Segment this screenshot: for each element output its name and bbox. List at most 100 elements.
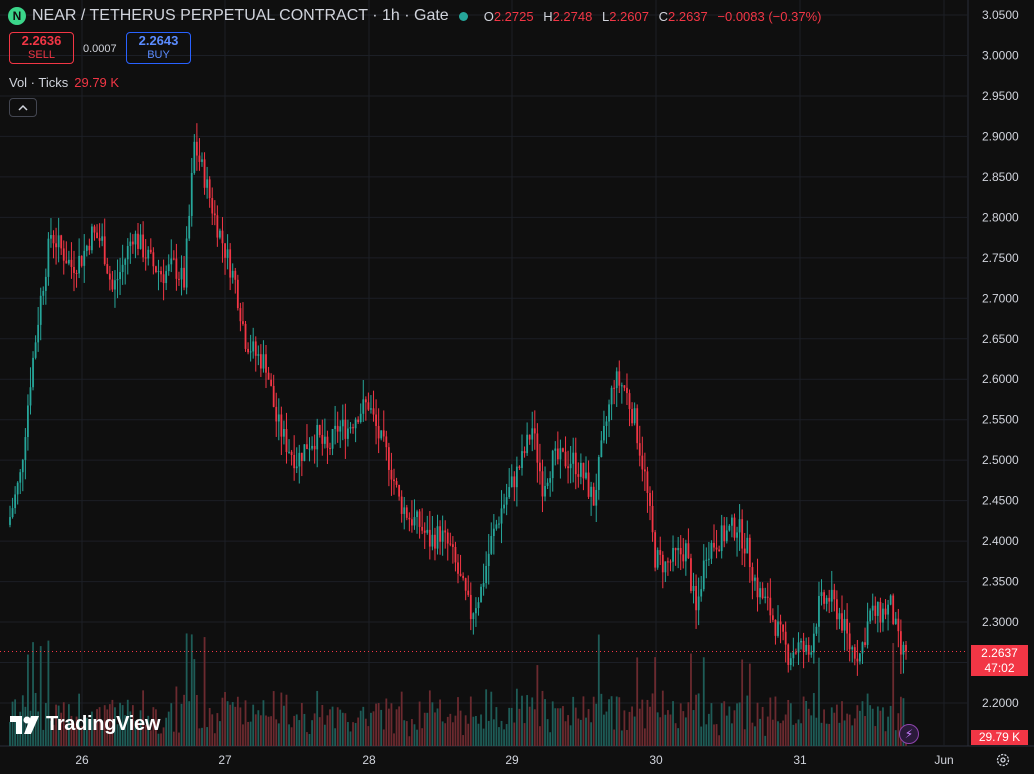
- volume-bar: [462, 735, 465, 746]
- candle-body: [114, 280, 116, 290]
- volume-bar: [664, 714, 667, 746]
- candle-body: [34, 342, 37, 358]
- volume-bar: [503, 729, 505, 746]
- volume-bar: [769, 697, 772, 746]
- candle-body: [446, 532, 449, 544]
- volume-legend[interactable]: Vol · Ticks 29.79 K: [9, 75, 119, 90]
- volume-bar: [707, 713, 710, 746]
- volume-bar: [579, 719, 582, 746]
- volume-bar: [96, 709, 98, 746]
- volume-bar: [784, 714, 787, 746]
- volume-bar: [198, 728, 201, 746]
- candle-body: [372, 408, 375, 415]
- candle-body: [531, 428, 534, 440]
- candle-body: [244, 323, 247, 349]
- volume-bar: [797, 719, 800, 746]
- candle-body: [815, 626, 818, 634]
- sell-label: SELL: [28, 49, 55, 61]
- volume-bar: [444, 723, 447, 746]
- volume-bar: [549, 732, 552, 746]
- candle-body: [236, 279, 239, 309]
- volume-bar: [892, 643, 895, 746]
- y-tick-label: 2.8000: [982, 210, 1019, 224]
- sell-button[interactable]: 2.2636 SELL: [9, 32, 74, 64]
- volume-bar: [700, 726, 703, 746]
- volume-bar: [124, 715, 127, 746]
- candle-body: [188, 215, 191, 239]
- candle-body: [600, 440, 603, 458]
- volume-bar: [656, 712, 659, 746]
- candle-body: [674, 547, 677, 551]
- volume-bar: [206, 727, 209, 746]
- volume-bar: [149, 730, 152, 746]
- volume-bar: [213, 733, 216, 746]
- volume-bar: [779, 723, 782, 746]
- candle-body: [846, 618, 849, 634]
- volume-bar: [746, 695, 749, 746]
- spread-value: 0.0007: [83, 43, 117, 55]
- candle-body: [137, 233, 139, 249]
- candle-body: [334, 425, 337, 430]
- volume-bar: [326, 715, 329, 746]
- volume-bar: [157, 733, 160, 746]
- settings-gear-icon[interactable]: [995, 752, 1011, 768]
- symbol-title[interactable]: NEAR / TETHERUS PERPETUAL CONTRACT · 1h …: [32, 7, 449, 24]
- volume-bar: [413, 724, 416, 746]
- volume-bar: [861, 701, 864, 746]
- volume-bar: [446, 716, 449, 746]
- candle-body: [219, 230, 221, 238]
- candle-body: [131, 241, 134, 245]
- chart-header: N NEAR / TETHERUS PERPETUAL CONTRACT · 1…: [8, 6, 821, 26]
- candle-body: [111, 279, 114, 290]
- volume-bar: [667, 710, 669, 746]
- candle-body: [807, 644, 810, 655]
- candle-body: [101, 236, 104, 241]
- volume-bar: [651, 693, 654, 746]
- volume-bar: [628, 711, 631, 746]
- y-tick-label: 2.3000: [982, 615, 1019, 629]
- candle-body: [556, 448, 559, 460]
- volume-bar: [364, 718, 367, 746]
- collapse-legend-button[interactable]: [9, 98, 37, 117]
- low-key: L: [601, 8, 610, 24]
- candle-body: [367, 402, 370, 410]
- volume-bar: [807, 708, 810, 746]
- volume-bar: [280, 692, 283, 746]
- candle-body: [564, 451, 567, 467]
- candle-body: [748, 537, 751, 568]
- volume-bar: [190, 634, 193, 746]
- volume-bar: [52, 724, 55, 746]
- volume-bar: [134, 721, 137, 746]
- volume-bar: [710, 703, 713, 746]
- volume-bar: [733, 710, 736, 746]
- volume-bar: [126, 699, 129, 746]
- volume-bar: [866, 693, 869, 746]
- volume-bar: [828, 723, 831, 746]
- candle-body: [477, 602, 480, 609]
- lightning-icon[interactable]: ⚡: [899, 724, 919, 744]
- candle-body: [498, 523, 500, 525]
- market-status-icon: [458, 11, 468, 21]
- volume-bar: [659, 717, 662, 746]
- candle-body: [400, 496, 403, 514]
- volume-bar: [91, 711, 93, 746]
- volume-bar: [556, 708, 559, 746]
- tradingview-logo[interactable]: TradingView: [10, 713, 160, 736]
- candle-body: [329, 447, 331, 449]
- buy-label: BUY: [147, 49, 170, 61]
- buy-button[interactable]: 2.2643 BUY: [126, 32, 191, 64]
- volume-bar: [480, 714, 482, 746]
- candle-body: [595, 489, 598, 506]
- volume-bar: [802, 696, 805, 746]
- y-tick-label: 2.9000: [982, 129, 1019, 143]
- volume-bar: [219, 721, 221, 746]
- volume-bar: [692, 710, 695, 746]
- volume-bar: [848, 714, 851, 746]
- y-tick-label: 2.5500: [982, 413, 1019, 427]
- volume-bar: [682, 711, 685, 746]
- candle-body: [203, 159, 206, 188]
- candle-body: [224, 243, 226, 258]
- open-key: O: [483, 8, 494, 24]
- candle-body: [833, 589, 836, 600]
